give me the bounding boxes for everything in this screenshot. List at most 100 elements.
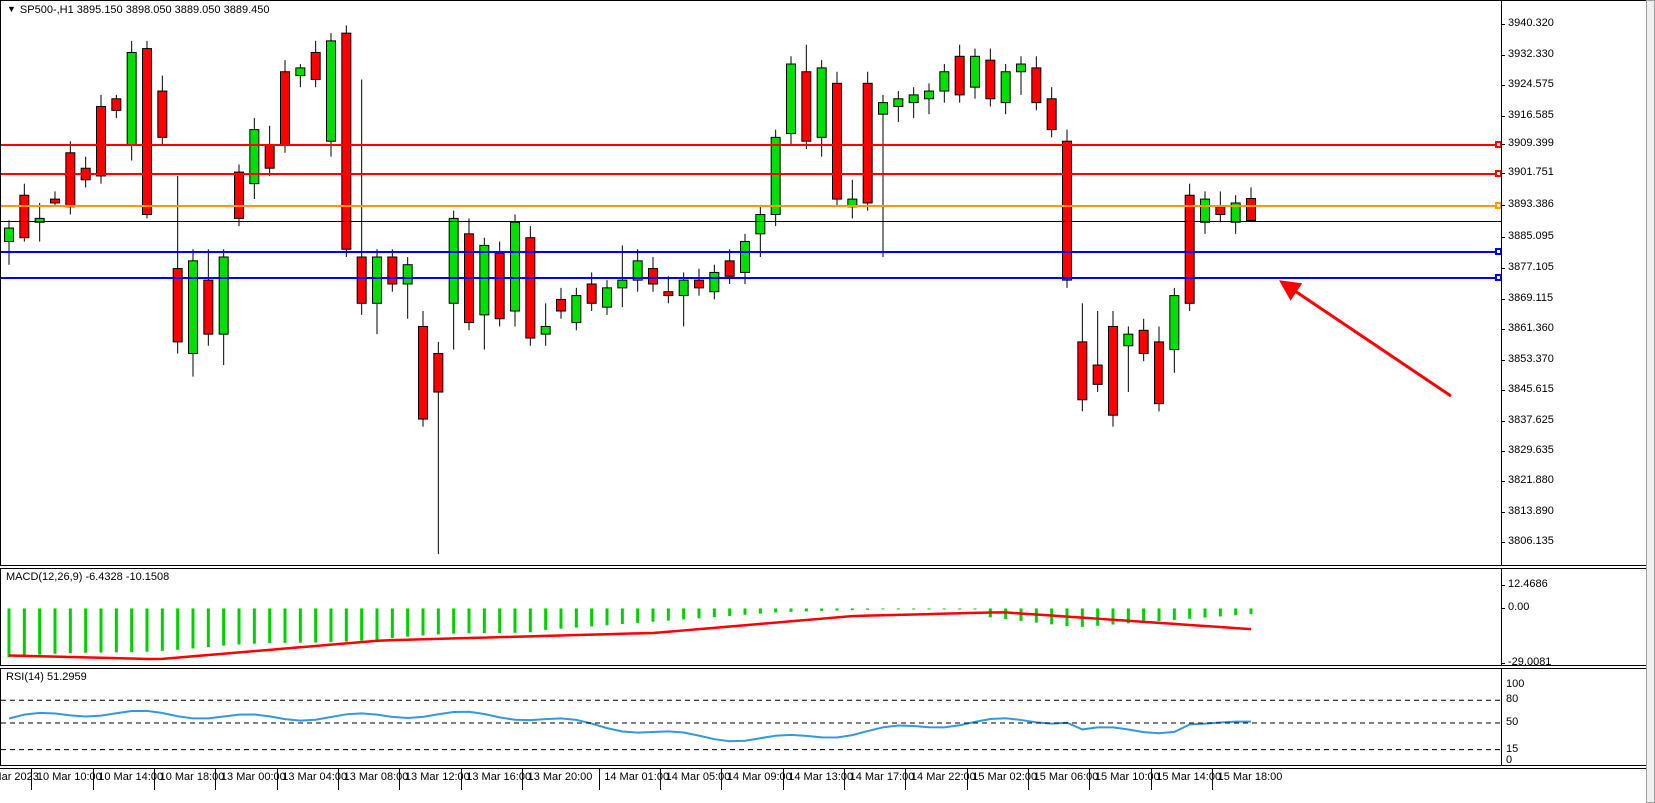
time-axis-label: 14 Mar 05:00: [665, 771, 731, 783]
price-tick-label: 3909.399: [1508, 136, 1554, 149]
time-axis-label: 10 Mar 2023: [0, 771, 39, 783]
vertical-scrollbar[interactable]: [1646, 0, 1655, 803]
price-chart-panel[interactable]: ▼ SP500-,H1 3895.150 3898.050 3889.050 38…: [0, 0, 1655, 566]
price-tick-mark: [1501, 298, 1505, 300]
time-separator: [782, 768, 784, 790]
price-tick-mark: [1501, 173, 1505, 175]
price-tick-label: 3940.320: [1508, 17, 1554, 30]
price-tick-mark: [1501, 359, 1505, 361]
price-tick-label: 3932.330: [1508, 48, 1554, 61]
price-tick-label: 3885.095: [1508, 230, 1554, 243]
time-separator: [598, 768, 600, 790]
time-separator: [399, 768, 401, 790]
rsi-tick-label: 50: [1506, 716, 1519, 728]
rsi-tick-label: 0: [1506, 754, 1513, 766]
time-axis-label: 15 Mar 14:00: [1156, 771, 1222, 783]
time-axis-label: 14 Mar 09:00: [726, 771, 792, 783]
macd-tick-label: -29.0081: [1508, 656, 1552, 666]
time-separator: [215, 768, 217, 790]
price-tick-label: 3877.105: [1508, 261, 1554, 274]
level-line-current-price[interactable]: [1, 220, 1501, 222]
time-axis-label: 13 Mar 20:00: [527, 771, 593, 783]
time-separator: [844, 768, 845, 790]
time-separator: [1028, 768, 1029, 790]
price-tick-mark: [1501, 328, 1505, 330]
price-tick-label: 3861.360: [1508, 321, 1554, 334]
price-tick-mark: [1501, 512, 1505, 514]
level-line-pivot[interactable]: [1, 205, 1501, 208]
price-tick-mark: [1501, 420, 1505, 422]
time-separator: [966, 768, 968, 790]
time-axis-label: 10 Mar 10:00: [36, 771, 102, 783]
time-separator: [905, 768, 907, 790]
symbol-ohlc-text: SP500-,H1 3895.150 3898.050 3889.050 388…: [19, 4, 270, 16]
macd-tick-mark: [1501, 585, 1505, 586]
time-axis-label: 13 Mar 08:00: [343, 771, 409, 783]
rsi-tick-label: 80: [1506, 693, 1519, 706]
price-tick-label: 3893.386: [1508, 198, 1554, 211]
time-axis-label: 14 Mar 13:00: [788, 771, 854, 783]
level-line-support-1[interactable]: [1, 250, 1501, 253]
time-axis-label: 14 Mar 01:00: [604, 771, 670, 783]
macd-tick-label: 12.4686: [1508, 578, 1548, 590]
time-axis-label: 15 Mar 06:00: [1033, 771, 1099, 783]
price-tick-label: 3845.615: [1508, 382, 1554, 395]
time-separator: [460, 768, 462, 790]
price-tick-mark: [1501, 205, 1505, 207]
time-separator: [31, 768, 33, 790]
time-axis-label: 13 Mar 00:00: [220, 771, 286, 783]
price-tick-mark: [1501, 24, 1505, 26]
time-separator: [721, 768, 723, 790]
price-tick-mark: [1501, 84, 1505, 86]
macd-axis: 12.4686 0.00 -29.0081: [1501, 569, 1651, 665]
time-axis-label: 13 Mar 12:00: [404, 771, 470, 783]
price-tick-label: 3916.585: [1508, 108, 1554, 121]
rsi-header: RSI(14) 51.2959: [6, 671, 87, 683]
price-tick-mark: [1501, 481, 1505, 483]
time-axis-label: 13 Mar 16:00: [466, 771, 532, 783]
time-separator: [660, 768, 661, 790]
time-axis-label: 13 Mar 04:00: [282, 771, 348, 783]
rsi-canvas: [1, 699, 1501, 751]
rsi-axis: 100 80 50 15 0: [1501, 669, 1651, 765]
rsi-tick-label: 15: [1506, 742, 1519, 755]
time-axis-label: 15 Mar 02:00: [972, 771, 1038, 783]
macd-tick-mark: [1501, 663, 1505, 664]
price-tick-mark: [1501, 237, 1505, 239]
time-axis-label: 14 Mar 22:00: [910, 771, 976, 783]
rsi-tick-label: 100: [1506, 678, 1525, 690]
level-line-resistance-2[interactable]: [1, 143, 1501, 146]
price-tick-label: 3829.635: [1508, 444, 1554, 457]
price-tick-label: 3869.115: [1508, 291, 1554, 304]
macd-indicator-panel[interactable]: MACD(12,26,9) -6.4328 -10.1508 12.4686 0.…: [0, 568, 1655, 666]
price-tick-label: 3837.625: [1508, 413, 1554, 426]
rsi-indicator-panel[interactable]: RSI(14) 51.2959 100 80 50 15 0: [0, 668, 1655, 766]
level-line-support-2[interactable]: [1, 277, 1501, 280]
price-tick-mark: [1501, 389, 1505, 391]
time-separator: [154, 768, 155, 790]
macd-tick-mark: [1501, 608, 1505, 610]
time-axis-label: 14 Mar 17:00: [849, 771, 915, 783]
time-separator: [92, 768, 94, 790]
price-tick-mark: [1501, 55, 1505, 57]
price-tick-mark: [1501, 451, 1505, 453]
price-tick-mark: [1501, 268, 1505, 270]
price-tick-mark: [1501, 143, 1505, 145]
chart-menu-caret-icon[interactable]: ▼: [7, 4, 16, 14]
price-tick-label: 3901.751: [1508, 166, 1554, 179]
price-axis[interactable]: 3940.320 3932.330 3924.575 3916.585 3909.399…: [1501, 1, 1651, 565]
time-separator: [338, 768, 339, 790]
time-axis-label: 10 Mar 18:00: [159, 771, 225, 783]
price-tick-label: 3821.880: [1508, 474, 1554, 487]
time-separator: [1212, 768, 1213, 790]
time-separator: [1150, 768, 1152, 790]
macd-header: MACD(12,26,9) -6.4328 -10.1508: [6, 571, 170, 583]
price-tick-label: 3806.135: [1508, 535, 1554, 548]
bullish-arrow-annotation: [1279, 280, 1452, 398]
time-axis-label: 10 Mar 14:00: [98, 771, 164, 783]
level-line-resistance-1[interactable]: [1, 173, 1501, 176]
time-separator: [276, 768, 278, 790]
macd-tick-label: 0.00: [1508, 601, 1530, 614]
